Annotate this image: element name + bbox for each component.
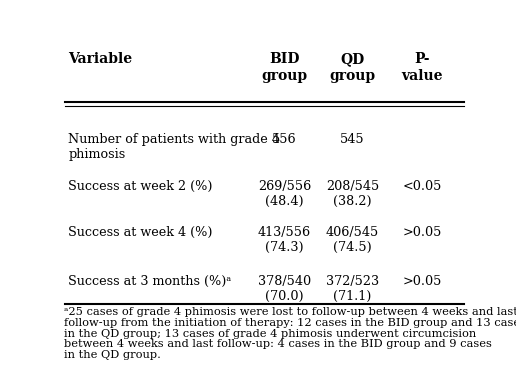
Text: >0.05: >0.05 <box>402 226 442 239</box>
Text: BID
group: BID group <box>262 52 308 83</box>
Text: 208/545
(38.2): 208/545 (38.2) <box>326 180 379 208</box>
Text: >0.05: >0.05 <box>402 275 442 288</box>
Text: ᵃ25 cases of grade 4 phimosis were lost to follow-up between 4 weeks and last: ᵃ25 cases of grade 4 phimosis were lost … <box>64 307 516 317</box>
Text: follow-up from the initiation of therapy: 12 cases in the BID group and 13 cases: follow-up from the initiation of therapy… <box>64 318 516 328</box>
Text: 378/540
(70.0): 378/540 (70.0) <box>258 275 311 303</box>
Text: 372/523
(71.1): 372/523 (71.1) <box>326 275 379 303</box>
Text: between 4 weeks and last follow-up: 4 cases in the BID group and 9 cases: between 4 weeks and last follow-up: 4 ca… <box>64 339 492 349</box>
Text: <0.05: <0.05 <box>402 180 442 193</box>
Text: in the QD group.: in the QD group. <box>64 350 162 360</box>
Text: P-
value: P- value <box>401 52 443 83</box>
Text: 545: 545 <box>340 133 365 146</box>
Text: Success at week 4 (%): Success at week 4 (%) <box>69 226 213 239</box>
Text: 269/556
(48.4): 269/556 (48.4) <box>258 180 311 208</box>
Text: in the QD group; 13 cases of grade 4 phimosis underwent circumcision: in the QD group; 13 cases of grade 4 phi… <box>64 329 477 338</box>
Text: 556: 556 <box>272 133 297 146</box>
Text: QD
group: QD group <box>329 52 376 83</box>
Text: Number of patients with grade 4
phimosis: Number of patients with grade 4 phimosis <box>69 133 280 161</box>
Text: 406/545
(74.5): 406/545 (74.5) <box>326 226 379 254</box>
Text: 413/556
(74.3): 413/556 (74.3) <box>258 226 311 254</box>
Text: Success at 3 months (%)ᵃ: Success at 3 months (%)ᵃ <box>69 275 232 288</box>
Text: Success at week 2 (%): Success at week 2 (%) <box>69 180 213 193</box>
Text: Variable: Variable <box>69 52 133 66</box>
